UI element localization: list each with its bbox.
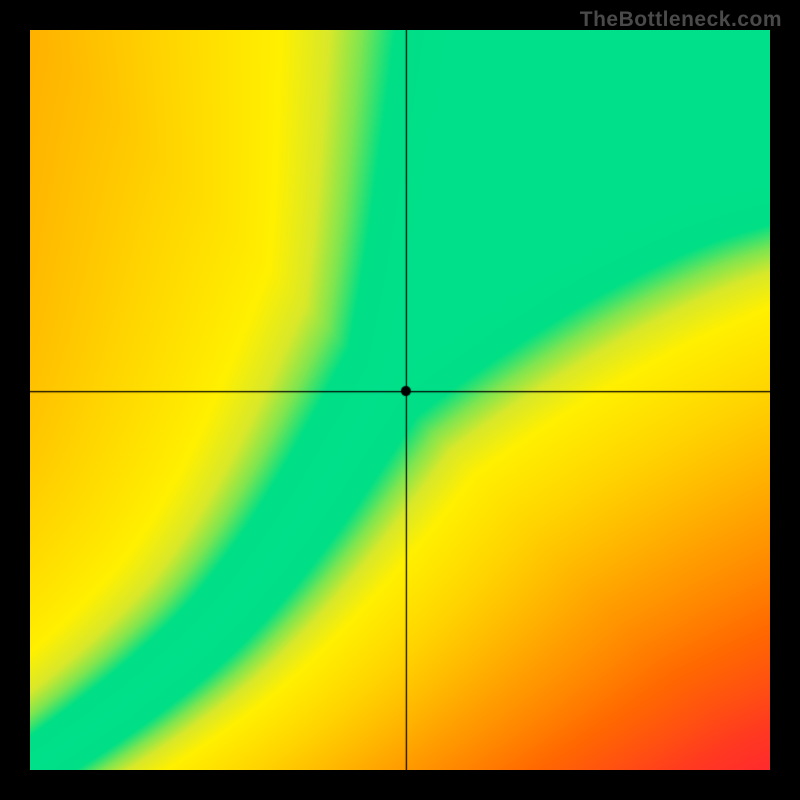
bottleneck-heatmap [30, 30, 770, 770]
chart-container: TheBottleneck.com [0, 0, 800, 800]
watermark-text: TheBottleneck.com [580, 8, 782, 32]
